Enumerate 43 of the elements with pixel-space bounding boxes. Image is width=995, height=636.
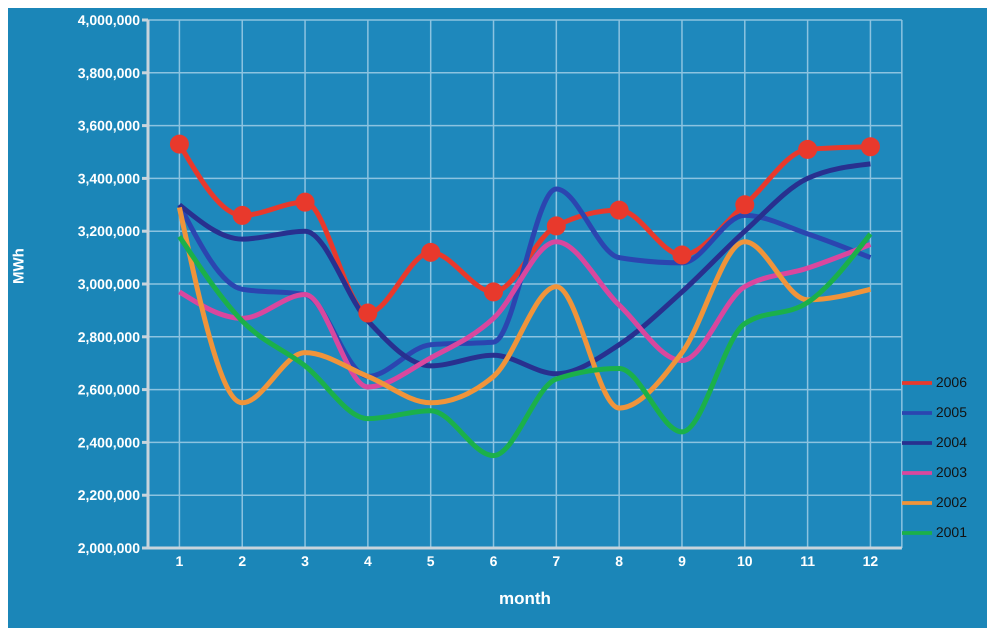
y-tick-label: 2,000,000	[78, 540, 140, 556]
y-tick-label: 2,400,000	[78, 434, 140, 450]
point	[296, 192, 315, 212]
y-tick-label: 3,000,000	[78, 276, 140, 292]
point	[484, 282, 504, 302]
x-tick-label: 5	[426, 552, 435, 569]
x-tick-label: 3	[301, 552, 310, 569]
point	[232, 206, 252, 225]
x-tick-label: 6	[490, 552, 498, 569]
point	[421, 242, 440, 262]
y-tick-label: 3,800,000	[78, 64, 140, 81]
y-tick-label: 2,600,000	[78, 382, 140, 398]
point	[798, 140, 818, 159]
x-tick-label: 8	[615, 552, 624, 569]
y-tick-label: 3,600,000	[78, 118, 140, 134]
y-tick-label: 3,400,000	[78, 170, 140, 186]
y-tick-label: 4,000,000	[78, 12, 140, 28]
x-tick-label: 2	[238, 552, 246, 569]
legend-label: 2003	[936, 464, 967, 480]
x-tick-label: 7	[552, 552, 560, 569]
y-tick-label: 2,200,000	[78, 487, 140, 504]
x-tick-label: 4	[364, 552, 372, 569]
x-tick-label: 12	[862, 552, 878, 569]
point	[610, 200, 629, 220]
legend-label: 2005	[936, 404, 967, 420]
point	[170, 134, 189, 154]
x-tick-label: 1	[176, 552, 184, 569]
point	[546, 216, 566, 236]
x-tick-label: 9	[678, 552, 686, 569]
legend-label: 2004	[936, 434, 967, 450]
point	[860, 137, 880, 156]
x-axis-title: month	[498, 589, 551, 608]
y-tick-label: 2,800,000	[78, 328, 140, 345]
legend-label: 2001	[936, 524, 967, 540]
x-tick-label: 11	[800, 552, 816, 569]
legend-label: 2006	[936, 374, 967, 390]
point	[672, 245, 692, 264]
point	[358, 304, 378, 323]
legend-label: 2002	[936, 494, 967, 510]
point	[735, 195, 754, 214]
x-tick-label: 10	[737, 552, 753, 569]
y-tick-label: 3,200,000	[78, 223, 140, 240]
y-axis-title: MWh	[10, 248, 28, 284]
